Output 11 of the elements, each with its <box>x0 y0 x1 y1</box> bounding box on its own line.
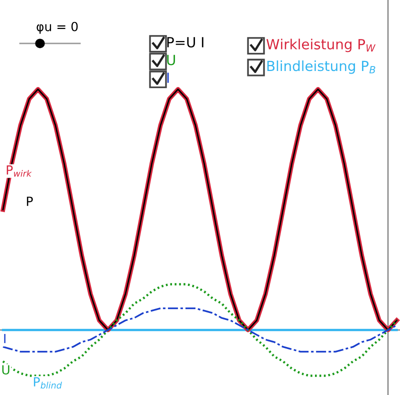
series-label: U <box>2 365 10 375</box>
series-label: P <box>26 196 33 206</box>
text: φu = 0 <box>36 22 78 34</box>
series-label: I <box>4 334 6 344</box>
text: U <box>167 54 175 66</box>
text: I <box>167 72 169 83</box>
series-label: P$_{wirk}$ <box>6 165 32 177</box>
text: P=U I <box>167 37 204 48</box>
text: Blindleistung P$_{B}$ <box>267 60 376 74</box>
text: P$_{blind}$ <box>34 377 62 389</box>
text: Wirkleistung P$_{W}$ <box>266 38 376 52</box>
